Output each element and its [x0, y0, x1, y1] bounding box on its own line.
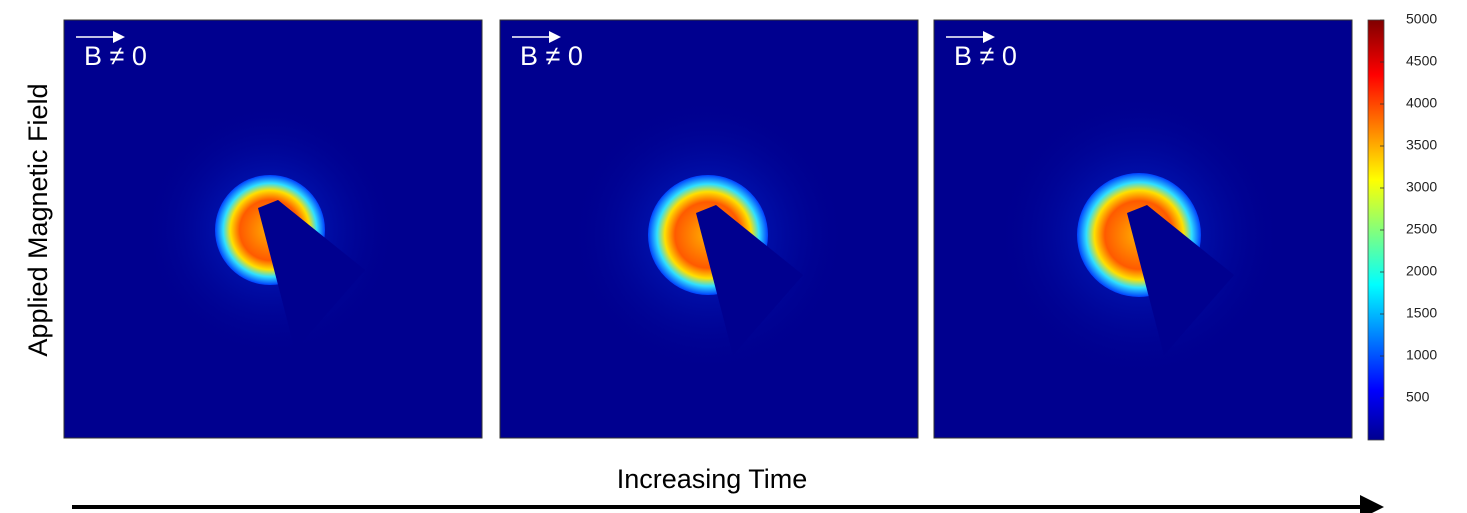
- colorbar-tick-label: 4500: [1406, 53, 1437, 69]
- colorbar-tick-label: 1500: [1406, 305, 1437, 321]
- colorbar-tick-label: 500: [1406, 389, 1430, 405]
- colorbar-tick-label: 1000: [1406, 347, 1437, 363]
- panel-label: B ≠ 0: [954, 41, 1017, 71]
- panel-label: B ≠ 0: [84, 41, 147, 71]
- colorbar-tick-label: 3000: [1406, 179, 1437, 195]
- colorbar-tick-label: 2000: [1406, 263, 1437, 279]
- colorbar-tick-label: 5000: [1406, 11, 1437, 27]
- colorbar-tick-label: 3500: [1406, 137, 1437, 153]
- beamstop-shadow: [258, 200, 365, 350]
- y-label: Applied Magnetic Field: [23, 83, 53, 356]
- colorbar-tick-label: 2500: [1406, 221, 1437, 237]
- colorbar-tick-label: 4000: [1406, 95, 1437, 111]
- panel: B ≠ 0: [63, 19, 483, 439]
- beamstop-shadow: [696, 205, 803, 355]
- panel-label: B ≠ 0: [520, 41, 583, 71]
- beamstop-shadow: [1127, 205, 1234, 355]
- panel: B ≠ 0: [499, 19, 919, 439]
- x-label: Increasing Time: [617, 464, 808, 494]
- panel: B ≠ 0: [933, 19, 1353, 439]
